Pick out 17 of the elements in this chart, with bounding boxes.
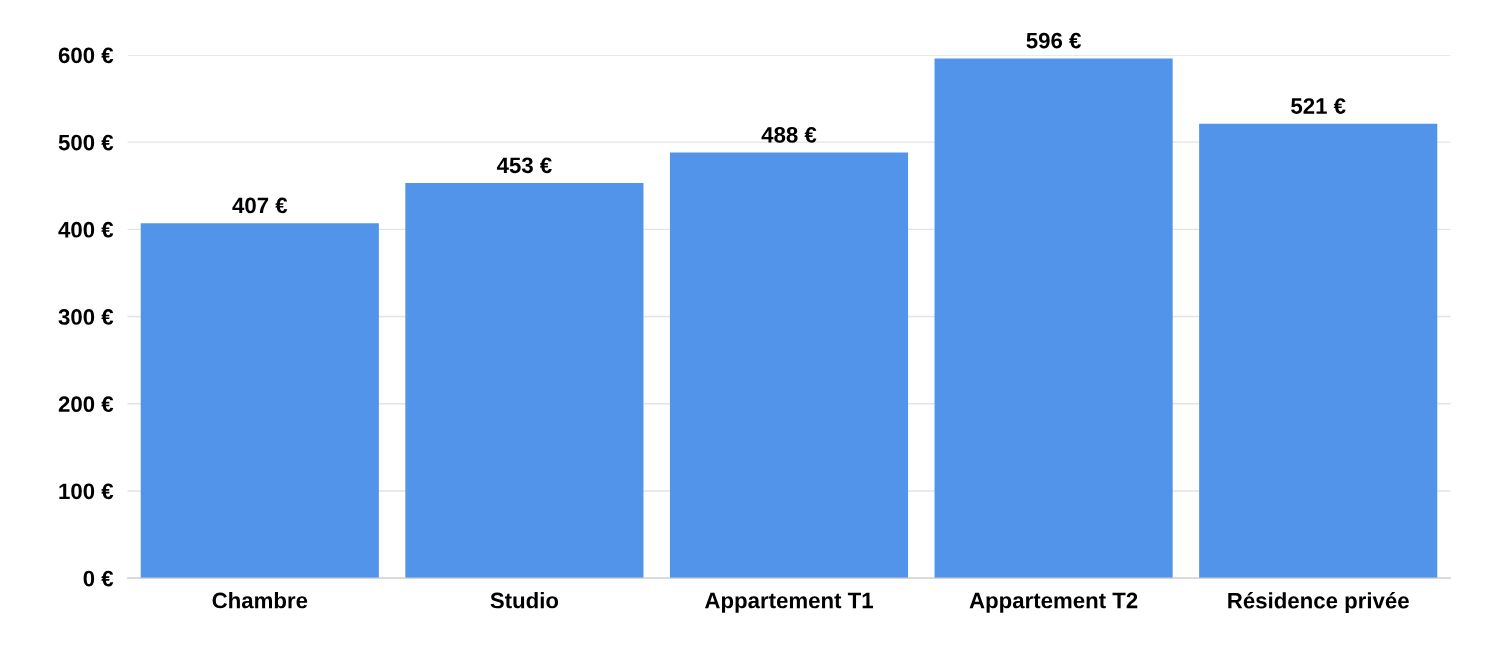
y-tick-label: 400 €: [58, 221, 114, 238]
data-label: 596 €: [1026, 32, 1082, 49]
y-tick-label: 600 €: [58, 47, 114, 64]
data-label: 521 €: [1291, 98, 1346, 114]
y-tick-label: 0 €: [83, 570, 114, 587]
y-tick-label: 200 €: [58, 396, 114, 413]
x-tick-label: Appartement T1: [704, 592, 873, 613]
y-tick-label: 100 €: [59, 483, 114, 500]
x-tick-label: Studio: [490, 592, 559, 609]
x-tick-label: Appartement T2: [969, 592, 1138, 613]
data-label: 407 €: [232, 197, 288, 214]
x-tick-label: Chambre: [212, 592, 308, 609]
y-tick-label: 300 €: [58, 309, 114, 325]
data-label: 488 €: [761, 126, 817, 143]
x-tick-label: Résidence privée: [1228, 592, 1409, 613]
data-label: 453 €: [496, 157, 552, 174]
y-tick-label: 500 €: [58, 134, 114, 151]
